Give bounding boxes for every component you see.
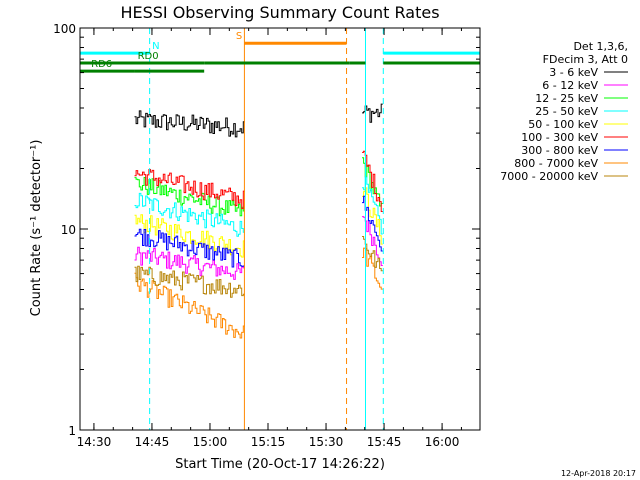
legend-label: 50 - 100 keV <box>528 118 598 131</box>
legend-label: 3 - 6 keV <box>549 66 598 79</box>
flag-label-s: S <box>236 31 242 42</box>
flag-label-rd6: RD6 <box>91 59 112 70</box>
x-tick-label: 15:15 <box>251 435 286 449</box>
legend-header-line: Det 1,3,6, <box>573 40 628 53</box>
flag-label-rd0: RD0 <box>138 51 159 62</box>
legend-label: 6 - 12 keV <box>542 79 598 92</box>
legend-label: 100 - 300 keV <box>521 131 598 144</box>
x-tick-label: 15:45 <box>367 435 402 449</box>
x-tick-label: 16:00 <box>425 435 460 449</box>
legend-label: 7000 - 20000 keV <box>500 170 598 183</box>
legend-label: 800 - 7000 keV <box>514 157 598 170</box>
series-line-1-seg1 <box>134 246 245 280</box>
x-tick-label: 14:45 <box>135 435 170 449</box>
x-axis-label: Start Time (20-Oct-17 14:26:22) <box>175 457 385 472</box>
series-line-4-seg1 <box>134 214 245 258</box>
plot-layer: N S RD0 RD6 14:30 14:45 15:00 15:15 15:30 15:45 16… <box>53 22 481 449</box>
series-line-8-seg1 <box>134 265 245 298</box>
series-line-5-seg1 <box>134 169 245 210</box>
series-line-6-seg1 <box>134 228 245 268</box>
y-tick-label: 100 <box>53 22 76 36</box>
y-axis-label: Count Rate (s⁻¹ detector⁻¹) <box>29 140 44 317</box>
chart-title: HESSI Observing Summary Count Rates <box>120 3 439 22</box>
series-line-3-seg1 <box>134 192 245 237</box>
footer-timestamp: 12-Apr-2018 20:17 <box>561 469 636 478</box>
x-tick-label: 15:30 <box>309 435 344 449</box>
legend-label: 12 - 25 keV <box>535 92 598 105</box>
y-tick-label: 1 <box>68 424 76 438</box>
series-line-0-seg1 <box>134 110 245 138</box>
legend-label: 25 - 50 keV <box>535 105 598 118</box>
flag-label-n: N <box>152 41 159 52</box>
x-tick-label: 14:30 <box>77 435 112 449</box>
legend-label: 300 - 800 keV <box>521 144 598 157</box>
legend-header-line: FDecim 3, Att 0 <box>543 53 628 66</box>
y-tick-label: 10 <box>61 223 76 237</box>
x-tick-label: 15:00 <box>193 435 228 449</box>
